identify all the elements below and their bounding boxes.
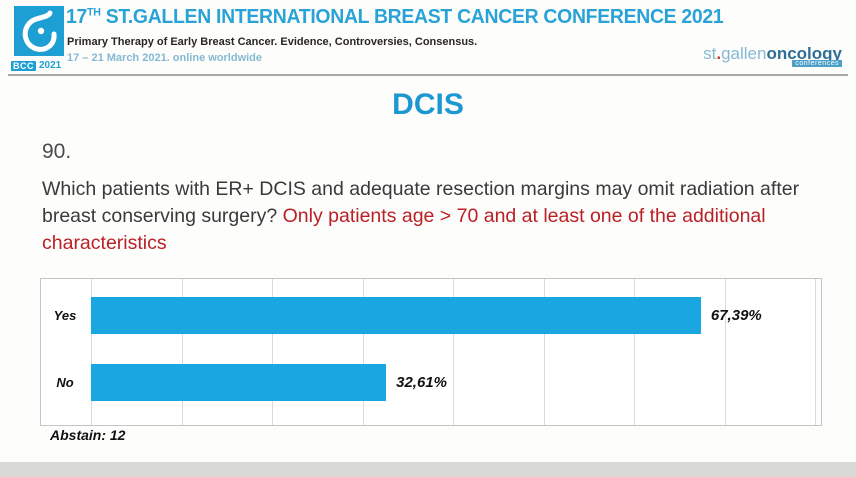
- plot-area: [91, 279, 816, 425]
- brand-conferences-tag: conferences: [792, 60, 842, 67]
- bar-row-yes: 67,39%: [91, 297, 815, 334]
- brand-st: st: [703, 44, 717, 63]
- abstain-note: Abstain: 12: [50, 427, 126, 443]
- gridline: [272, 279, 273, 425]
- bar-row-no: 32,61%: [91, 364, 815, 401]
- gridline: [724, 279, 726, 425]
- gridline: [453, 279, 454, 425]
- bcc-badge: BCC 2021: [11, 60, 73, 71]
- bar-value-no: 32,61%: [396, 374, 447, 391]
- bcc-badge-year: 2021: [39, 60, 62, 71]
- gridline: [181, 279, 183, 425]
- bar-no: [91, 364, 387, 401]
- conference-header: BCC 2021 17TH ST.GALLEN INTERNATIONAL BR…: [0, 0, 856, 76]
- gridline: [362, 279, 364, 425]
- bcc-logo-icon: [14, 6, 64, 56]
- brand-gallen: gallen: [721, 44, 767, 63]
- gridline: [91, 279, 92, 425]
- brand-oncology: oncology: [766, 44, 842, 63]
- conference-subtitle: Primary Therapy of Early Breast Cancer. …: [67, 36, 478, 48]
- slide-title: DCIS: [392, 88, 464, 121]
- bcc-badge-label: BCC: [11, 60, 36, 71]
- header-divider: [8, 74, 848, 76]
- conference-dates: 17 – 21 March 2021. online worldwide: [67, 52, 263, 64]
- bottom-strip: [0, 462, 856, 477]
- question-text-black: Which patients with ER+ DCIS and adequat…: [42, 178, 800, 227]
- brand-dot: .: [716, 44, 722, 63]
- conference-title-ordinal: TH: [87, 6, 101, 19]
- gridline: [543, 279, 545, 425]
- conference-title-rest: ST.GALLEN INTERNATIONAL BREAST CANCER CO…: [100, 6, 724, 28]
- stgallen-oncology-logo: st.gallenoncology: [703, 44, 842, 64]
- conference-title: 17TH ST.GALLEN INTERNATIONAL BREAST CANC…: [66, 6, 724, 29]
- poll-results-chart: Yes No 67,39% 32,61%: [40, 278, 822, 426]
- question-text: Which patients with ER+ DCIS and adequat…: [42, 176, 832, 257]
- bar-value-yes: 67,39%: [710, 307, 762, 324]
- question-text-red: Only patients age > 70 and at least one …: [42, 205, 766, 254]
- category-label-no: No: [56, 375, 74, 390]
- gridline: [815, 279, 816, 425]
- category-label-yes: Yes: [53, 308, 77, 323]
- gridline: [634, 279, 635, 425]
- bar-yes: [91, 297, 701, 334]
- question-number: 90.: [42, 140, 72, 163]
- conference-title-number: 17: [66, 6, 88, 28]
